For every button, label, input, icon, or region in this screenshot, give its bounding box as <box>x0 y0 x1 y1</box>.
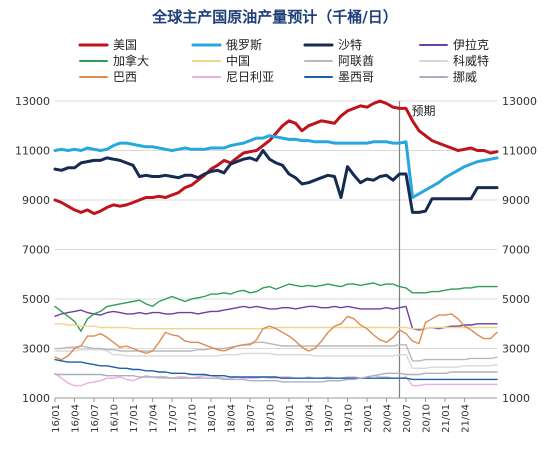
series-line-美国 <box>53 99 499 216</box>
y-tick-label-right: 1000 <box>502 392 530 405</box>
x-tick-label: 17/04 <box>149 404 160 433</box>
y-tick-label-right: 7000 <box>502 244 530 257</box>
x-tick-label: 19/01 <box>285 404 296 433</box>
y-tick-label-right: 3000 <box>502 343 530 356</box>
y-tick-label-left: 5000 <box>22 293 50 306</box>
legend-label: 沙特 <box>338 37 362 52</box>
series-line-加拿大 <box>54 282 498 332</box>
x-tick-label: 19/07 <box>324 404 335 433</box>
y-tick-label-left: 7000 <box>22 244 50 257</box>
x-tick-label: 16/04 <box>71 404 82 433</box>
x-tick-label: 16/10 <box>110 404 121 433</box>
x-tick-label: 20/07 <box>402 404 413 433</box>
chart-title: 全球主产国原油产量预计（千桶/日） <box>152 8 398 26</box>
x-tick-label: 17/10 <box>188 404 199 433</box>
x-tick-label: 21/01 <box>441 404 452 433</box>
y-tick-label-right: 9000 <box>502 194 530 207</box>
legend-label: 挪威 <box>453 70 477 84</box>
legend-label: 美国 <box>113 38 137 52</box>
series-line-沙特 <box>53 149 499 214</box>
series-line-阿联酋 <box>54 341 498 362</box>
legend-label: 伊拉克 <box>453 37 489 52</box>
x-tick-label: 21/04 <box>461 404 472 433</box>
x-tick-label: 18/04 <box>227 404 238 433</box>
x-tick-label: 16/01 <box>51 404 62 433</box>
legend-label: 阿联酋 <box>338 53 374 68</box>
series-line-尼日利亚 <box>54 372 498 387</box>
legend-label: 科威特 <box>453 53 489 68</box>
y-tick-label-left: 1000 <box>22 392 50 405</box>
y-tick-label-left: 11000 <box>15 145 50 158</box>
x-tick-label: 19/10 <box>344 404 355 433</box>
x-tick-label: 17/01 <box>129 404 140 433</box>
y-tick-label-right: 5000 <box>502 293 530 306</box>
series-line-俄罗斯 <box>53 134 499 199</box>
series-line-伊拉克 <box>54 305 498 331</box>
legend-label: 中国 <box>226 53 250 68</box>
x-tick-label: 17/07 <box>168 404 179 433</box>
x-tick-label: 16/07 <box>90 404 101 433</box>
legend-label: 加拿大 <box>113 53 149 68</box>
y-tick-label-right: 13000 <box>502 95 537 108</box>
series-line-墨西哥 <box>54 358 498 381</box>
y-tick-label-left: 3000 <box>22 343 50 356</box>
y-tick-label-right: 11000 <box>502 145 537 158</box>
x-tick-label: 18/10 <box>266 404 277 433</box>
legend-label: 俄罗斯 <box>226 38 262 52</box>
x-tick-label: 20/10 <box>422 404 433 433</box>
legend-label: 墨西哥 <box>338 70 374 84</box>
y-tick-label-left: 9000 <box>22 194 50 207</box>
legend-label: 尼日利亚 <box>226 70 274 84</box>
x-tick-label: 18/07 <box>246 404 257 433</box>
x-tick-label: 19/04 <box>305 404 316 433</box>
x-tick-label: 18/01 <box>207 404 218 433</box>
series-line-巴西 <box>54 313 498 361</box>
legend-label: 巴西 <box>113 70 137 84</box>
x-tick-label: 20/01 <box>363 404 374 433</box>
x-tick-label: 20/04 <box>383 404 394 433</box>
series-line-科威特 <box>54 349 498 369</box>
forecast-label: 预期 <box>412 104 436 118</box>
y-tick-label-left: 13000 <box>15 95 50 108</box>
series-line-挪威 <box>54 371 498 383</box>
